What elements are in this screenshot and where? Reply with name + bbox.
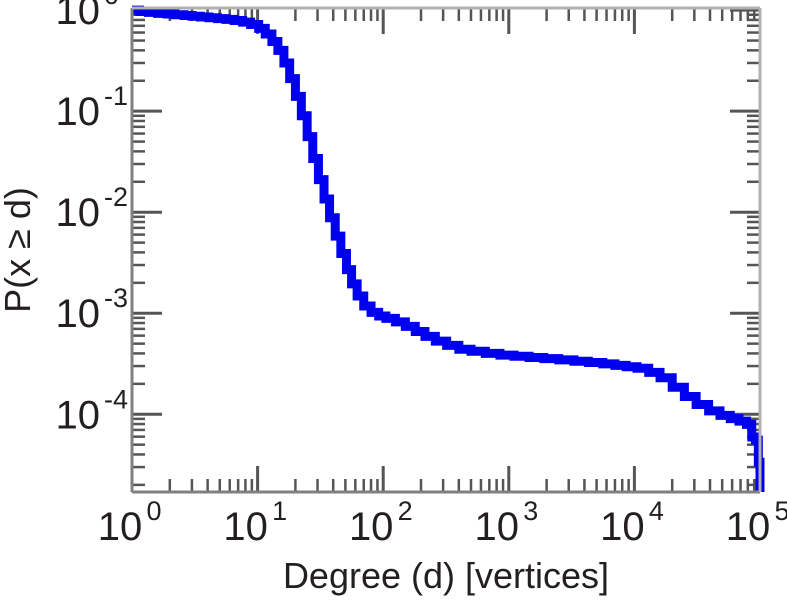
x-axis-tick-labels: 10 0 10 1 10 2 10 3 10 4 10 5 [98, 496, 787, 549]
y-tick-exponent: -2 [104, 182, 128, 212]
x-tick-exponent: 1 [272, 496, 287, 526]
y-tick-label: 100 [56, 0, 120, 33]
y-tick-mantissa: 10 [56, 191, 101, 235]
x-tick-mantissa: 10 [98, 505, 143, 549]
y-tick-exponent: -1 [104, 81, 128, 111]
x-tick-label: 10 5 [726, 496, 787, 549]
y-tick-label: 10 -3 [56, 283, 129, 336]
y-tick-mantissa: 10 [56, 90, 101, 134]
plot-background [132, 8, 760, 492]
x-tick-mantissa: 10 [600, 505, 645, 549]
x-tick-label: 10 1 [223, 496, 287, 549]
x-tick-exponent: 4 [649, 496, 664, 526]
data-series-line [132, 5, 765, 492]
x-tick-label: 10 2 [349, 496, 413, 549]
x-tick-mantissa: 10 [349, 505, 394, 549]
y-tick-label: 10 -2 [56, 182, 129, 235]
x-tick-exponent: 2 [398, 496, 413, 526]
x-tick-exponent: 3 [523, 496, 538, 526]
x-tick-label: 10 0 [98, 496, 162, 549]
y-tick-exponent: -4 [104, 384, 128, 414]
y-tick-exponent: -3 [104, 283, 128, 313]
x-tick-exponent: 5 [774, 496, 787, 526]
x-tick-label: 10 3 [475, 496, 539, 549]
x-axis-title: Degree (d) [vertices] [283, 555, 609, 596]
y-tick-label: 10 -1 [56, 81, 129, 134]
x-tick-mantissa: 10 [223, 505, 268, 549]
x-tick-exponent: 0 [146, 496, 161, 526]
y-axis-title: P(x ≥ d) [0, 187, 38, 313]
x-tick-label: 10 4 [600, 496, 664, 549]
x-tick-mantissa: 10 [475, 505, 520, 549]
y-tick-mantissa: 10 [56, 292, 101, 336]
y-tick-exponent: 0 [104, 0, 119, 10]
y-tick-mantissa: 10 [56, 393, 101, 437]
y-axis-minor-ticks [132, 13, 760, 487]
y-tick-label: 10 -4 [56, 384, 129, 437]
y-tick-mantissa: 10 [56, 0, 101, 33]
axis-frame [130, 6, 762, 494]
x-tick-mantissa: 10 [726, 505, 771, 549]
